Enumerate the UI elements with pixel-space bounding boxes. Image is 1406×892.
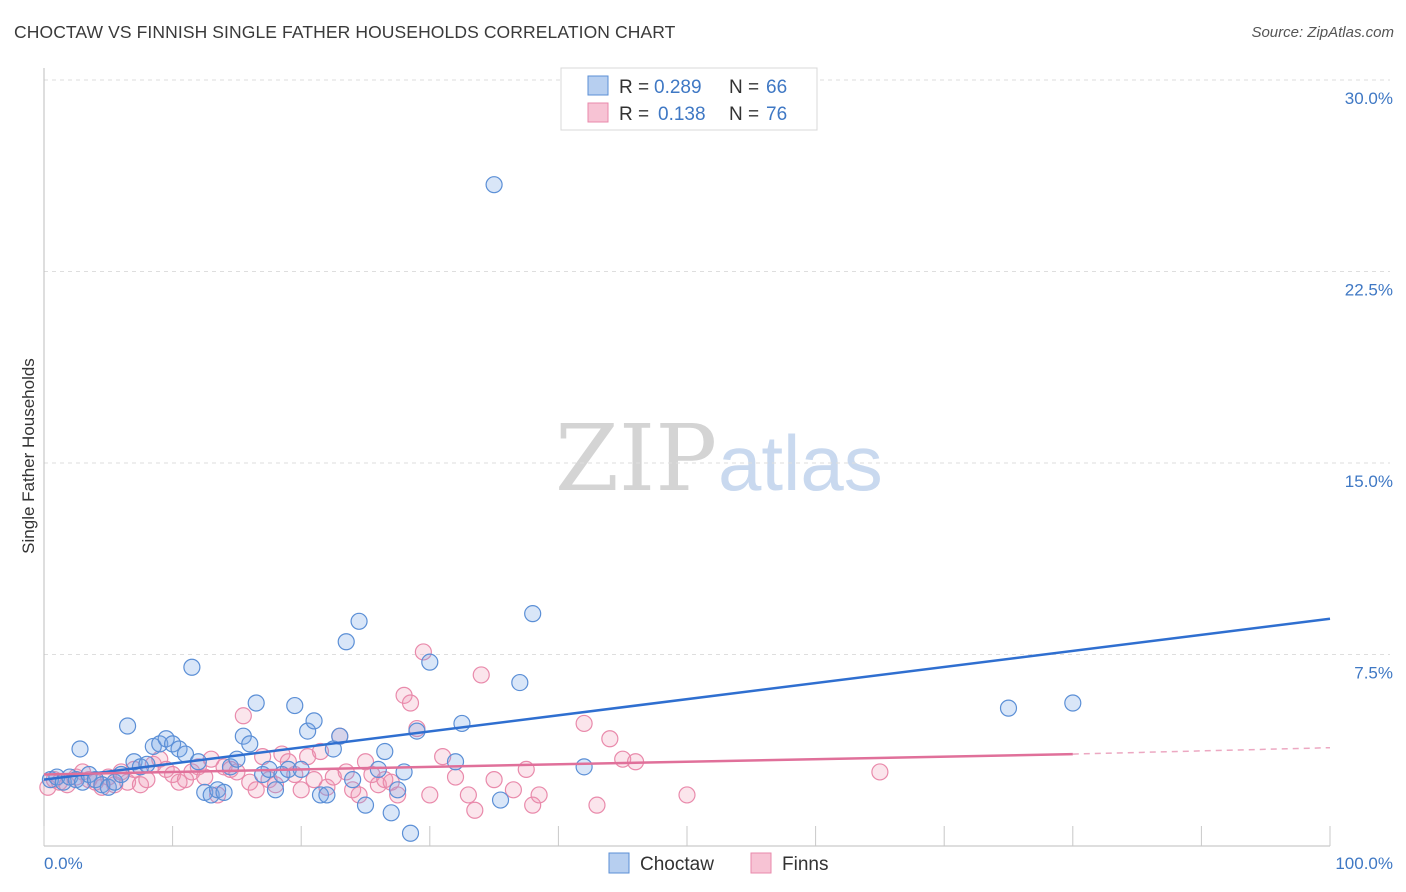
choctaw-point-56 xyxy=(401,824,420,842)
bottom-swatch-choctaw xyxy=(608,852,630,874)
finns-point-48 xyxy=(350,786,368,804)
choctaw-point-46 xyxy=(331,727,349,745)
choctaw-point-13 xyxy=(118,717,137,735)
choctaw-point-44 xyxy=(318,786,336,804)
choctaw-point-66 xyxy=(999,699,1018,717)
choctaw-point-33 xyxy=(247,694,265,712)
choctaw-point-32 xyxy=(241,735,259,753)
legend-r-label-finns: R = xyxy=(619,104,649,125)
choctaw-point-42 xyxy=(305,712,323,730)
choctaw-point-7 xyxy=(71,740,89,758)
series-legend: Choctaw Finns xyxy=(608,852,828,875)
choctaw-trend-line xyxy=(43,617,1331,781)
finns-point-30 xyxy=(234,707,252,725)
choctaw-point-23 xyxy=(183,658,201,676)
finns-point-61 xyxy=(446,768,465,786)
legend-swatch-choctaw xyxy=(587,75,609,96)
finns-point-35 xyxy=(266,776,285,794)
axes xyxy=(43,68,1331,847)
choctaw-point-36 xyxy=(266,781,285,799)
finns-point-69 xyxy=(530,786,548,804)
choctaw-point-48 xyxy=(344,771,362,789)
choctaw-point-49 xyxy=(350,612,368,630)
choctaw-point-41 xyxy=(299,722,317,740)
x-tick-label-0: 0.0% xyxy=(44,854,83,873)
choctaw-point-67 xyxy=(1064,694,1082,712)
correlation-legend: R = 0.289 N = 66 R = 0.138 N = 76 xyxy=(560,67,818,131)
finns-point-60 xyxy=(434,748,452,766)
choctaw-point-52 xyxy=(376,742,394,761)
finns-point-58 xyxy=(414,643,432,661)
finns-point-24 xyxy=(196,768,214,786)
choctaw-point-43 xyxy=(311,786,330,804)
legend-r-value-choctaw: 0.289 xyxy=(654,77,702,98)
choctaw-point-28 xyxy=(215,783,233,801)
finns-point-42 xyxy=(311,742,330,761)
choctaw-point-47 xyxy=(337,633,355,651)
finns-point-32 xyxy=(247,781,265,799)
y-axis-title: Single Father Households xyxy=(19,358,38,554)
choctaw-points xyxy=(41,176,1082,842)
finns-point-62 xyxy=(459,786,477,804)
x-tick-labels: 0.0% 100.0% xyxy=(44,854,1393,873)
choctaw-point-53 xyxy=(382,804,400,822)
bottom-label-choctaw: Choctaw xyxy=(640,854,714,875)
legend-r-label-choctaw: R = xyxy=(619,77,649,98)
legend-n-label-finns: N = xyxy=(729,104,759,125)
finns-point-66 xyxy=(504,781,522,799)
choctaw-point-39 xyxy=(286,696,304,715)
y-tick-label-3: 30.0% xyxy=(1345,89,1393,108)
finns-point-65 xyxy=(485,771,503,789)
finns-point-39 xyxy=(292,781,310,799)
bottom-swatch-finns xyxy=(750,852,772,874)
choctaw-point-64 xyxy=(524,605,542,623)
legend-n-value-finns: 76 xyxy=(766,104,787,125)
chart-title: CHOCTAW VS FINNISH SINGLE FATHER HOUSEHO… xyxy=(14,22,676,42)
choctaw-point-54 xyxy=(389,781,407,799)
choctaw-point-58 xyxy=(421,653,439,671)
legend-r-value-finns: 0.138 xyxy=(658,104,706,125)
bottom-label-finns: Finns xyxy=(782,854,828,875)
finns-trend-extension xyxy=(1072,746,1331,755)
finns-point-56 xyxy=(401,694,420,712)
finns-point-76 xyxy=(871,763,889,781)
choctaw-point-51 xyxy=(369,760,387,779)
finns-point-41 xyxy=(305,771,323,789)
x-tick-label-1: 100.0% xyxy=(1335,854,1393,873)
finns-point-71 xyxy=(588,796,606,814)
finns-point-59 xyxy=(421,786,439,804)
source-credit: Source: ZipAtlas.com xyxy=(1251,24,1394,41)
choctaw-point-62 xyxy=(491,791,510,809)
finns-point-75 xyxy=(678,786,696,804)
finns-point-64 xyxy=(472,666,490,684)
finns-point-63 xyxy=(466,801,484,819)
legend-swatch-finns xyxy=(587,102,609,123)
y-tick-label-2: 22.5% xyxy=(1345,281,1393,300)
finns-point-68 xyxy=(524,796,542,814)
finns-point-72 xyxy=(601,730,619,748)
legend-n-label-choctaw: N = xyxy=(729,77,759,98)
finns-point-54 xyxy=(389,786,407,804)
choctaw-point-16 xyxy=(138,755,156,773)
finns-trend-line xyxy=(43,752,1073,776)
choctaw-point-65 xyxy=(575,758,593,776)
legend-n-value-choctaw: 66 xyxy=(766,77,787,98)
y-tick-label-0: 7.5% xyxy=(1354,664,1393,683)
choctaw-point-63 xyxy=(511,673,529,692)
choctaw-point-50 xyxy=(356,796,375,814)
choctaw-point-61 xyxy=(485,176,503,194)
grid-lines xyxy=(44,79,1390,655)
watermark-zip: ZIP xyxy=(555,405,717,512)
y-tick-labels: 7.5% 15.0% 22.5% 30.0% xyxy=(1345,89,1393,683)
trend-lines xyxy=(43,617,1331,781)
finns-point-70 xyxy=(575,714,593,733)
y-tick-label-1: 15.0% xyxy=(1345,472,1393,491)
